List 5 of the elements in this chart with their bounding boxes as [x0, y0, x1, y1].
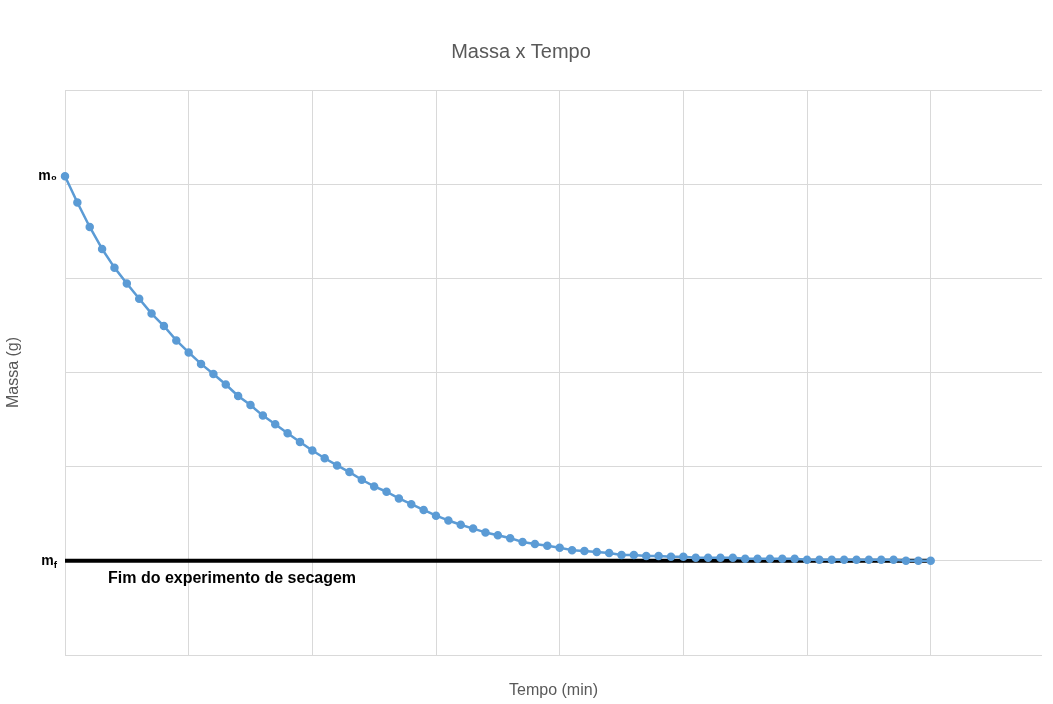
text: m₀ — [38, 167, 58, 184]
y-axis-title: Massa (g) — [4, 336, 22, 409]
chart-title: Massa x Tempo — [451, 39, 591, 62]
x-axis-title: Tempo (min) — [509, 680, 598, 698]
annotation: Fim do experimento de secagem — [108, 569, 357, 587]
